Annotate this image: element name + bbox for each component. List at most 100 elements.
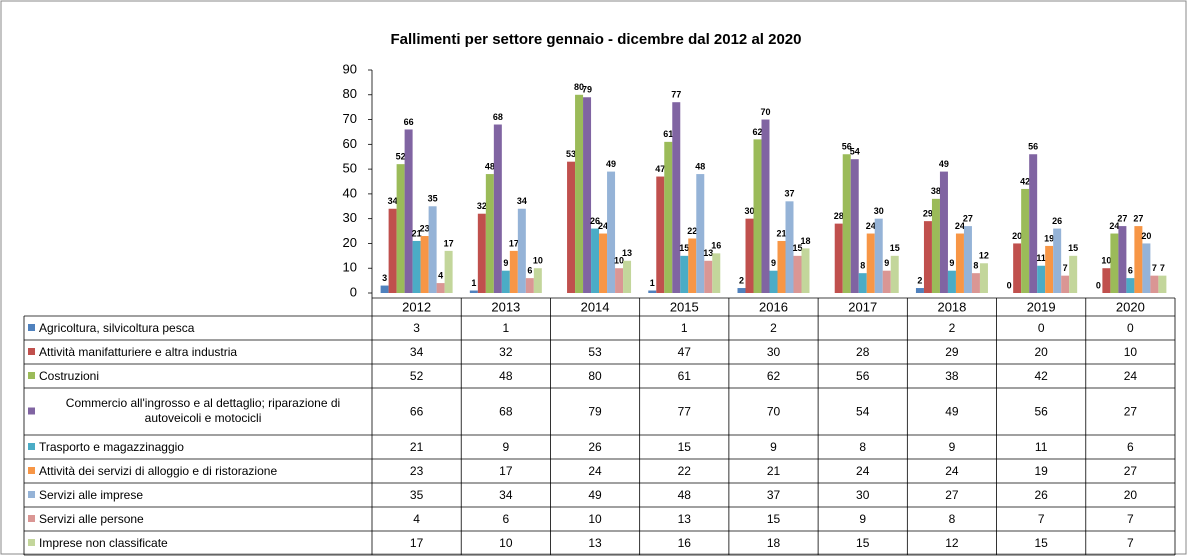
data-label: 9 xyxy=(949,258,954,268)
data-label: 20 xyxy=(1012,231,1022,241)
table-cell: 10 xyxy=(1124,345,1138,359)
data-label: 30 xyxy=(744,206,754,216)
data-label: 27 xyxy=(963,213,973,223)
table-cell: 6 xyxy=(1127,440,1134,454)
x-tick-label: 2015 xyxy=(670,299,699,314)
bar xyxy=(1037,265,1046,293)
bar xyxy=(842,154,851,293)
bar xyxy=(939,171,948,293)
table-cell: 38 xyxy=(945,369,959,383)
table-cell: 9 xyxy=(859,512,866,526)
table-cell: 13 xyxy=(588,536,602,550)
bar xyxy=(915,288,924,293)
data-label: 21 xyxy=(412,228,422,238)
bar xyxy=(404,129,413,293)
table-cell: 30 xyxy=(767,345,781,359)
data-label: 21 xyxy=(776,228,786,238)
table-cell: 66 xyxy=(410,405,424,419)
data-label: 1 xyxy=(650,278,655,288)
data-label: 38 xyxy=(931,186,941,196)
legend-label: Commercio all'ingrosso e al dettaglio; r… xyxy=(65,396,341,425)
table-cell: 26 xyxy=(588,440,602,454)
data-label: 24 xyxy=(955,221,965,231)
bar xyxy=(412,240,421,293)
data-label: 52 xyxy=(396,152,406,162)
table-cell: 34 xyxy=(410,345,424,359)
bar xyxy=(745,218,754,293)
table-cell: 24 xyxy=(945,464,959,478)
legend-key xyxy=(28,491,35,498)
x-tick-label: 2016 xyxy=(759,299,788,314)
legend-key xyxy=(28,324,35,331)
bar xyxy=(737,288,746,293)
bar xyxy=(1110,233,1119,293)
y-tick-label: 40 xyxy=(343,185,357,200)
data-label: 15 xyxy=(890,243,900,253)
data-label: 18 xyxy=(800,236,810,246)
data-label: 6 xyxy=(1128,266,1133,276)
bar xyxy=(509,250,518,293)
table-cell: 54 xyxy=(856,405,870,419)
table-cell: 15 xyxy=(767,512,781,526)
bar xyxy=(712,253,721,293)
bar xyxy=(866,233,875,293)
bar xyxy=(533,268,542,293)
bar xyxy=(688,238,697,293)
table-cell: 16 xyxy=(678,536,692,550)
bar xyxy=(1134,226,1143,293)
data-label: 1 xyxy=(471,278,476,288)
y-tick-label: 80 xyxy=(343,86,357,101)
bar xyxy=(380,285,389,293)
data-label: 66 xyxy=(404,117,414,127)
data-label: 0 xyxy=(1096,280,1101,290)
table-cell: 9 xyxy=(502,440,509,454)
data-label: 13 xyxy=(622,248,632,258)
bar xyxy=(1158,275,1167,293)
bar xyxy=(591,228,600,293)
data-label: 3 xyxy=(382,273,387,283)
bar xyxy=(979,263,988,293)
table-cell: 68 xyxy=(499,405,513,419)
legend-key xyxy=(28,348,35,355)
bar xyxy=(583,97,592,293)
bar xyxy=(793,255,802,293)
bar xyxy=(1118,226,1127,293)
data-label: 53 xyxy=(566,149,576,159)
bar xyxy=(525,278,534,293)
data-label: 15 xyxy=(792,243,802,253)
bar xyxy=(1045,245,1054,293)
y-tick-label: 70 xyxy=(343,111,357,126)
bar xyxy=(428,206,437,293)
data-label: 49 xyxy=(606,159,616,169)
x-tick-label: 2020 xyxy=(1116,299,1145,314)
bar xyxy=(388,208,397,293)
data-label: 8 xyxy=(860,261,865,271)
x-tick-label: 2017 xyxy=(848,299,877,314)
bar xyxy=(931,198,940,293)
table-cell: 7 xyxy=(1038,512,1045,526)
data-label: 79 xyxy=(582,85,592,95)
data-label: 9 xyxy=(771,258,776,268)
data-label: 7 xyxy=(1152,263,1157,273)
legend-label: Attività manifatturiere e altra industri… xyxy=(39,345,237,359)
bar xyxy=(575,94,584,294)
legend-label: Trasporto e magazzinaggio xyxy=(39,440,184,454)
x-tick-label: 2012 xyxy=(402,299,431,314)
data-label: 20 xyxy=(1141,231,1151,241)
data-label: 16 xyxy=(711,241,721,251)
bar xyxy=(517,208,526,293)
bar xyxy=(704,260,713,293)
table-cell: 21 xyxy=(767,464,781,478)
bar xyxy=(444,250,453,293)
table-cell: 22 xyxy=(678,464,692,478)
bar xyxy=(696,174,705,293)
data-label: 8 xyxy=(973,261,978,271)
bar xyxy=(963,226,972,293)
x-tick-label: 2018 xyxy=(937,299,966,314)
data-label: 30 xyxy=(874,206,884,216)
data-label: 24 xyxy=(866,221,876,231)
table-cell: 28 xyxy=(856,345,870,359)
table-cell: 15 xyxy=(1034,536,1048,550)
bar xyxy=(1102,268,1111,293)
legend-key xyxy=(28,407,35,415)
